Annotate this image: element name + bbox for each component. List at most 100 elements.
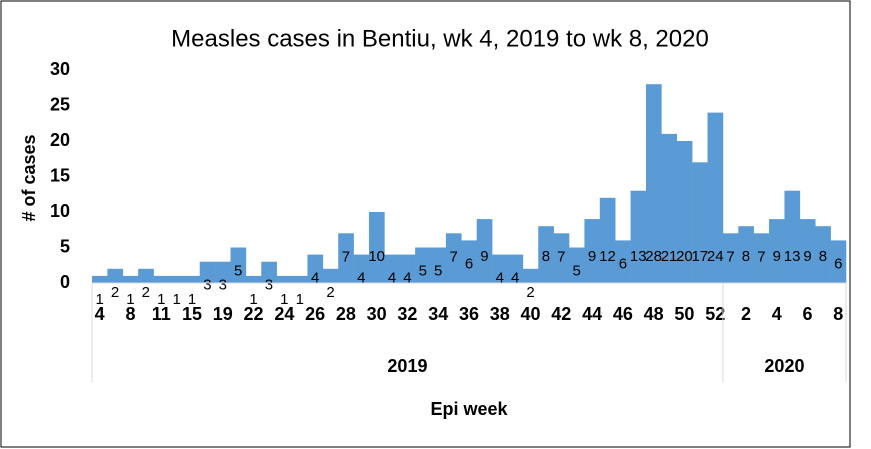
- x-tick-label: 4: [772, 304, 782, 324]
- data-label: 4: [496, 270, 504, 287]
- y-tick-label: 15: [50, 165, 70, 185]
- data-label: 6: [465, 255, 473, 272]
- data-label: 5: [573, 262, 581, 279]
- x-tick-label: 22: [244, 304, 264, 324]
- bar: [553, 233, 570, 283]
- y-tick-label: 30: [50, 59, 70, 79]
- bar: [353, 254, 370, 283]
- group-label: 2020: [764, 356, 804, 376]
- data-label: 2: [326, 284, 334, 301]
- data-label: 10: [368, 248, 385, 265]
- data-label: 7: [557, 248, 565, 265]
- bar: [445, 233, 462, 283]
- data-label: 5: [434, 262, 442, 279]
- bar: [769, 219, 785, 283]
- data-label: 5: [234, 262, 242, 279]
- bar: [753, 233, 770, 283]
- y-tick-label: 10: [50, 201, 70, 221]
- data-label: 12: [599, 248, 616, 265]
- bar: [307, 254, 324, 283]
- data-label: 2: [111, 284, 119, 301]
- data-label: 8: [542, 248, 550, 265]
- data-label: 8: [742, 248, 750, 265]
- group-label: 2019: [387, 356, 427, 376]
- bar: [584, 219, 601, 283]
- data-label: 9: [803, 248, 811, 265]
- bar: [107, 268, 124, 283]
- bar: [338, 233, 354, 283]
- x-tick-label: 4: [95, 304, 105, 324]
- bar: [538, 226, 554, 283]
- data-label: 7: [342, 248, 350, 265]
- bar: [430, 247, 447, 283]
- bar: [738, 226, 754, 283]
- x-tick-label: 30: [367, 304, 387, 324]
- x-tick-label: 15: [182, 304, 202, 324]
- bar: [92, 275, 108, 283]
- bar: [476, 219, 493, 283]
- bar: [661, 133, 678, 283]
- data-label: 24: [707, 248, 724, 265]
- data-label: 4: [357, 270, 365, 287]
- data-label: 1: [126, 291, 134, 308]
- data-label: 7: [757, 248, 765, 265]
- data-label: 20: [676, 248, 693, 265]
- data-label: 2: [142, 284, 150, 301]
- data-label: 17: [691, 248, 708, 265]
- data-label: 4: [403, 270, 411, 287]
- data-label: 1: [188, 291, 196, 308]
- data-label: 5: [419, 262, 427, 279]
- x-tick-label: 42: [551, 304, 571, 324]
- bar: [276, 275, 293, 283]
- data-label: 28: [645, 248, 662, 265]
- y-tick-label: 5: [60, 236, 70, 256]
- data-label: 13: [630, 248, 647, 265]
- x-tick-label: 2: [741, 304, 751, 324]
- bar: [184, 275, 201, 283]
- data-label: 4: [311, 270, 319, 287]
- bar: [707, 112, 724, 283]
- data-label: 21: [661, 248, 678, 265]
- data-label: 1: [172, 291, 180, 308]
- x-tick-label: 24: [274, 304, 294, 324]
- bar: [153, 275, 170, 283]
- data-label: 4: [388, 270, 396, 287]
- bar: [784, 190, 801, 283]
- data-label: 9: [773, 248, 781, 265]
- data-label: 1: [280, 291, 288, 308]
- bar: [522, 268, 539, 283]
- bar: [645, 84, 662, 283]
- bar: [384, 254, 401, 283]
- x-tick-label: 19: [213, 304, 233, 324]
- y-tick-label: 0: [60, 272, 70, 292]
- bar: [676, 141, 693, 283]
- data-label: 3: [203, 277, 211, 294]
- bar: [830, 240, 847, 283]
- data-label: 1: [157, 291, 165, 308]
- data-label: 9: [480, 248, 488, 265]
- bar: [799, 219, 816, 283]
- x-tick-label: 28: [336, 304, 356, 324]
- bar: [122, 275, 139, 283]
- x-axis-label: Epi week: [430, 399, 508, 419]
- bar: [599, 197, 616, 283]
- data-label: 1: [296, 291, 304, 308]
- x-tick-label: 11: [152, 304, 171, 324]
- bar: [815, 226, 831, 283]
- data-label: 13: [784, 248, 801, 265]
- x-tick-label: 48: [644, 304, 664, 324]
- y-tick-label: 20: [50, 130, 70, 150]
- x-tick-label: 44: [582, 304, 602, 324]
- data-label: 1: [96, 291, 104, 308]
- data-label: 3: [265, 277, 273, 294]
- bar: [630, 190, 647, 283]
- bar: [722, 233, 739, 283]
- bar: [415, 247, 431, 283]
- bar: [199, 261, 216, 283]
- bar: [230, 247, 247, 283]
- x-tick-label: 6: [803, 304, 813, 324]
- data-label: 7: [726, 248, 734, 265]
- bar: [461, 240, 477, 283]
- chart-title: Measles cases in Bentiu, wk 4, 2019 to w…: [171, 25, 709, 52]
- bar: [322, 268, 339, 283]
